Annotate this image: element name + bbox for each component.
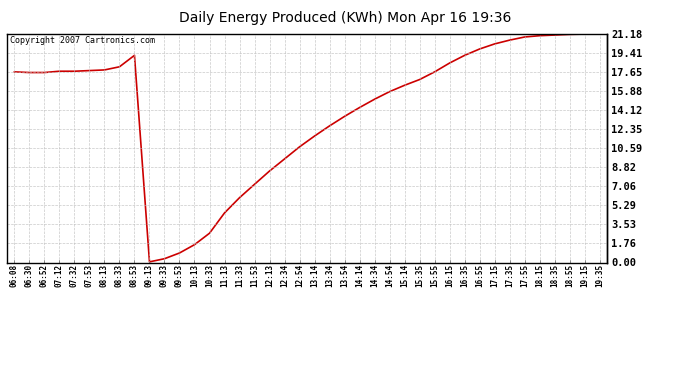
Text: Daily Energy Produced (KWh) Mon Apr 16 19:36: Daily Energy Produced (KWh) Mon Apr 16 1… [179,11,511,25]
Text: Copyright 2007 Cartronics.com: Copyright 2007 Cartronics.com [10,36,155,45]
